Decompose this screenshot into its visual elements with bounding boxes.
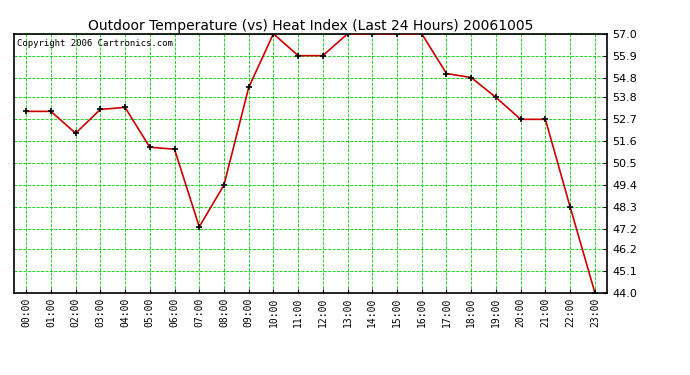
Title: Outdoor Temperature (vs) Heat Index (Last 24 Hours) 20061005: Outdoor Temperature (vs) Heat Index (Las… xyxy=(88,19,533,33)
Text: Copyright 2006 Cartronics.com: Copyright 2006 Cartronics.com xyxy=(17,39,172,48)
